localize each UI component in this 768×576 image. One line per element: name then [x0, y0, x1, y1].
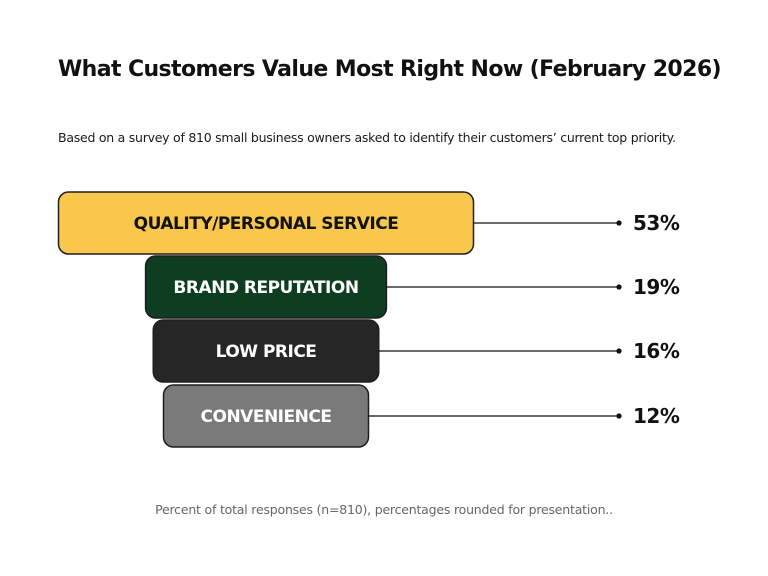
leader-dot	[616, 284, 622, 290]
leader-dot	[616, 413, 622, 419]
value-label: 12%	[633, 404, 680, 428]
funnel-stage: LOW PRICE 16%	[152, 319, 680, 383]
leader-dot	[616, 220, 622, 226]
funnel-stage: BRAND REPUTATION 19%	[144, 255, 680, 319]
value-label: 16%	[633, 339, 680, 363]
funnel-stage: CONVENIENCE 12%	[162, 384, 680, 448]
chart-footnote: Percent of total responses (n=810), perc…	[155, 502, 613, 517]
value-label: 19%	[633, 275, 680, 299]
funnel-stage: QUALITY/PERSONAL SERVICE 53%	[57, 191, 680, 255]
chart-subtitle: Based on a survey of 810 small business …	[58, 130, 676, 145]
chart-title: What Customers Value Most Right Now (Feb…	[58, 57, 722, 82]
value-label: 53%	[633, 211, 680, 235]
bar-label: LOW PRICE	[216, 342, 317, 362]
bar-label: QUALITY/PERSONAL SERVICE	[134, 214, 399, 234]
leader-dot	[616, 348, 622, 354]
bar-label: BRAND REPUTATION	[173, 278, 358, 298]
bar-label: CONVENIENCE	[201, 407, 332, 427]
